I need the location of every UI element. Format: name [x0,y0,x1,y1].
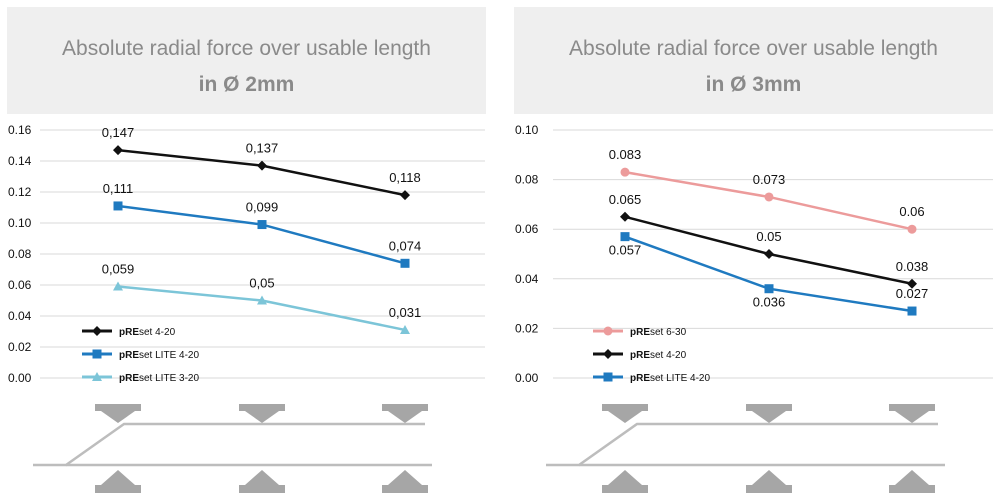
down-arrow [382,404,428,423]
data-point [113,281,123,291]
up-arrow [382,470,428,493]
down-arrow [602,404,648,423]
y-tick-label: 0.10 [8,216,32,230]
down-arrow [239,404,285,423]
data-label: 0,111 [103,181,134,196]
data-point [907,278,917,289]
data-label: 0,099 [246,200,279,215]
device-outline [546,422,938,467]
data-label: 0.065 [609,192,642,207]
data-point [907,306,917,316]
y-tick-label: 0.14 [8,154,32,168]
chart-svg-2mm: 0.00 0.02 0.04 0.06 0.08 0.10 0.12 0.14 0.16 0,14… [8,123,485,493]
data-point [400,190,410,201]
down-arrow [746,404,792,423]
down-arrow [889,404,935,423]
chart-title-line2: in Ø 2mm [198,73,295,96]
legend-label: pREset LITE 4-20 [630,373,710,384]
series-line [117,285,406,332]
chart-svg-3mm: 0.00 0.02 0.04 0.06 0.08 0.10 0.083 0.073 0.06 0.… [515,123,993,493]
data-label: 0,074 [389,238,422,253]
chart-title-line1: Absolute radial force over usable length [62,37,431,60]
data-point [603,372,613,382]
data-label: 0.06 [899,204,924,219]
data-point [620,232,630,242]
device-outline [33,422,425,467]
legend-label: pREset LITE 4-20 [119,350,199,361]
legend-label: pREset 6-30 [630,327,687,338]
data-label: 0.036 [753,295,786,310]
y-tick-label: 0.04 [8,309,32,323]
y-tick-label: 0.00 [515,371,539,385]
data-point [603,349,613,359]
y-tick-label: 0.12 [8,185,32,199]
y-tick-label: 0.00 [8,371,32,385]
data-label: 0.073 [753,172,786,187]
y-tick-label: 0.08 [8,247,32,261]
data-point [113,201,123,211]
data-point [603,326,613,336]
data-point [764,192,774,202]
y-tick-label: 0.06 [515,222,539,236]
legend-label: pREset 4-20 [630,350,687,361]
legend-label: pREset 4-20 [119,327,176,338]
data-label: 0,137 [246,141,279,156]
legend-label: pREset LITE 3-20 [119,373,199,384]
up-arrow [602,470,648,493]
data-point [257,160,267,171]
up-arrow [239,470,285,493]
y-tick-label: 0.08 [515,173,539,187]
data-point [92,349,102,359]
y-tick-label: 0.06 [8,278,32,292]
chart-panel-3mm: Absolute radial force over usable length… [507,0,993,493]
y-tick-label: 0.16 [8,123,32,137]
up-arrow [889,470,935,493]
data-label: 0.083 [609,147,642,162]
data-label: 0.057 [609,243,642,258]
data-label: 0,059 [102,262,135,277]
series-line [117,148,406,197]
y-tick-label: 0.02 [8,340,32,354]
data-point [92,372,102,381]
chart-header: Absolute radial force over usable length… [7,7,486,114]
y-tick-label: 0.10 [515,123,539,137]
data-label: 0,118 [389,170,421,185]
data-point [400,258,410,268]
data-point [257,295,267,305]
down-arrow [95,404,141,423]
y-tick-label: 0.04 [515,272,539,286]
up-arrow [95,470,141,493]
chart-panel-2mm: Absolute radial force over usable length… [0,0,486,493]
data-label: 0.027 [896,286,929,301]
chart-title-line2: in Ø 3mm [705,73,802,96]
data-point [620,211,630,222]
data-label: 0.05 [756,229,781,244]
chart-title-line1: Absolute radial force over usable length [569,37,938,60]
data-label: 0,05 [249,276,274,291]
y-tick-label: 0.02 [515,321,539,335]
data-label: 0,147 [102,125,135,140]
data-label: 0.038 [896,259,929,274]
data-point [400,324,410,334]
up-arrow [746,470,792,493]
data-point [257,220,267,230]
data-point [620,167,630,177]
data-point [764,284,774,294]
data-point [907,224,917,234]
data-point [113,145,123,156]
chart-header: Absolute radial force over usable length… [514,7,993,114]
data-point [764,249,774,259]
data-point [92,326,102,336]
data-label: 0,031 [389,305,422,320]
